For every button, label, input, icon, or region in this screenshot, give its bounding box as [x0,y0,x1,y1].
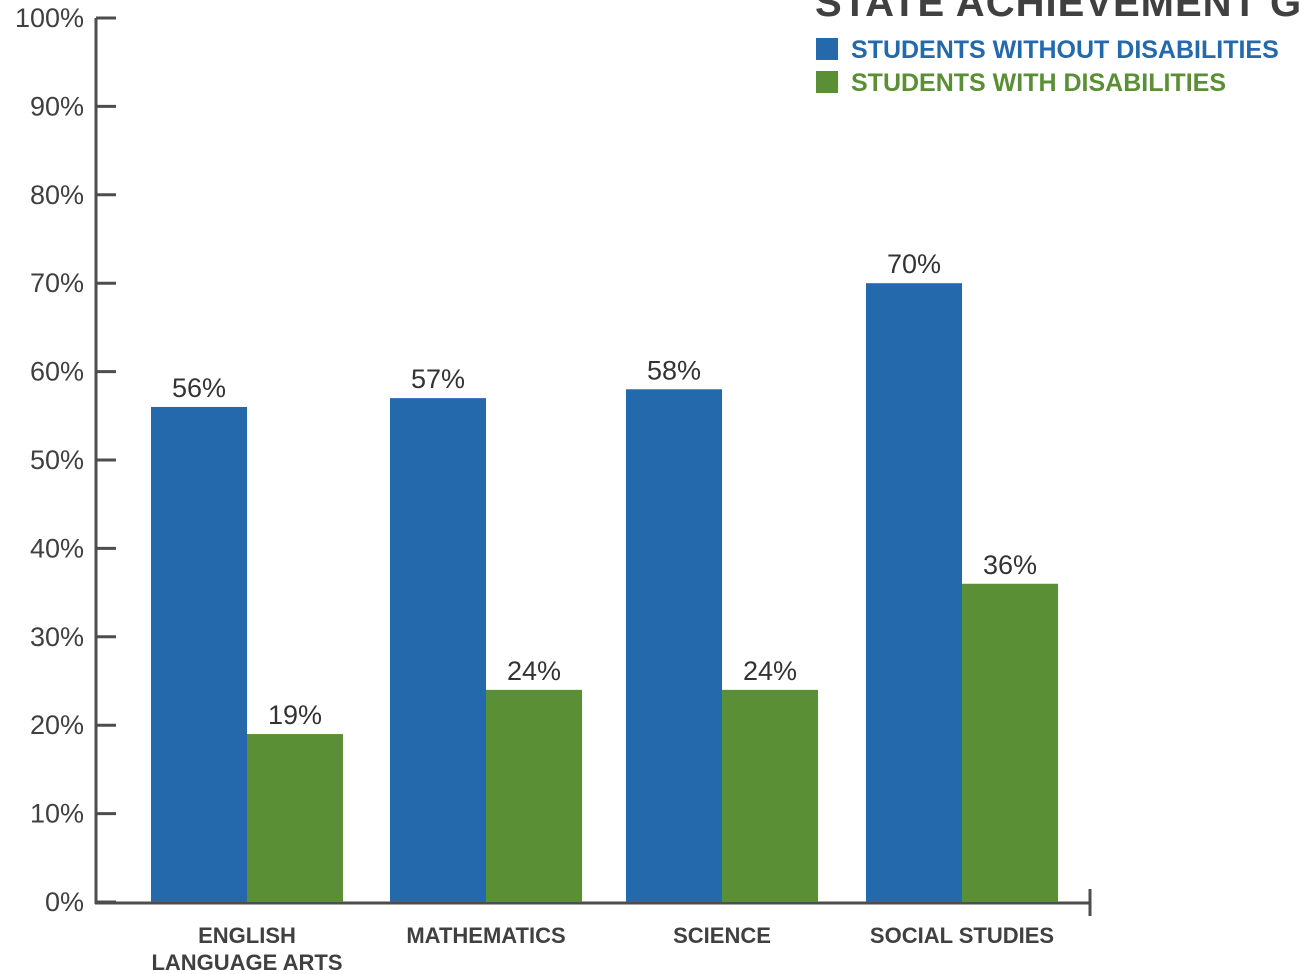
y-tick-label: 70% [30,268,84,298]
x-axis [95,889,1092,916]
legend-label-with-disabilities: STUDENTS WITH DISABILITIES [851,69,1226,97]
y-tick-label: 90% [30,91,84,121]
bar-value-label: 24% [743,656,797,686]
bar [486,689,582,902]
category-label: MATHEMATICS [406,923,565,948]
bar [866,283,962,902]
bar [626,389,722,902]
category-label: SOCIAL STUDIES [870,923,1054,948]
y-tick-label: 80% [30,180,84,210]
category-label: SCIENCE [673,923,771,948]
bar-value-label: 19% [268,700,322,730]
bar-value-label: 36% [983,550,1037,580]
bar-value-label: 24% [507,656,561,686]
bar-value-label: 57% [411,364,465,394]
bar [247,734,343,902]
bar-value-label: 56% [172,373,226,403]
legend-swatch-without-disabilities [816,38,838,60]
legend-swatch-with-disabilities [816,71,838,93]
chart-title: STATE ACHIEVEMENT G [815,0,1302,25]
y-tick-label: 40% [30,533,84,563]
y-tick-label: 10% [30,799,84,829]
category-label: LANGUAGE ARTS [151,950,342,974]
y-tick-label: 0% [45,887,84,917]
y-tick-label: 100% [15,3,84,33]
bar [962,583,1058,902]
bar [722,689,818,902]
category-label: ENGLISH [198,923,296,948]
y-axis: 0% 10% 20% 30% 40% 50% 60% 70% 80% 90% 100% [15,3,116,917]
legend-label-without-disabilities: STUDENTS WITHOUT DISABILITIES [851,36,1279,64]
y-tick-label: 60% [30,357,84,387]
bar-value-label: 58% [647,355,701,385]
legend: STUDENTS WITHOUT DISABILITIES STUDENTS W… [816,36,1279,97]
bars [151,283,1058,902]
bar [151,406,247,902]
bar [390,398,486,902]
y-tick-label: 50% [30,445,84,475]
value-labels: 56% 57% 58% 70% 19% 24% 24% 36% [172,249,1037,730]
bar-value-label: 70% [887,249,941,279]
y-tick-label: 20% [30,710,84,740]
y-tick-label: 30% [30,622,84,652]
